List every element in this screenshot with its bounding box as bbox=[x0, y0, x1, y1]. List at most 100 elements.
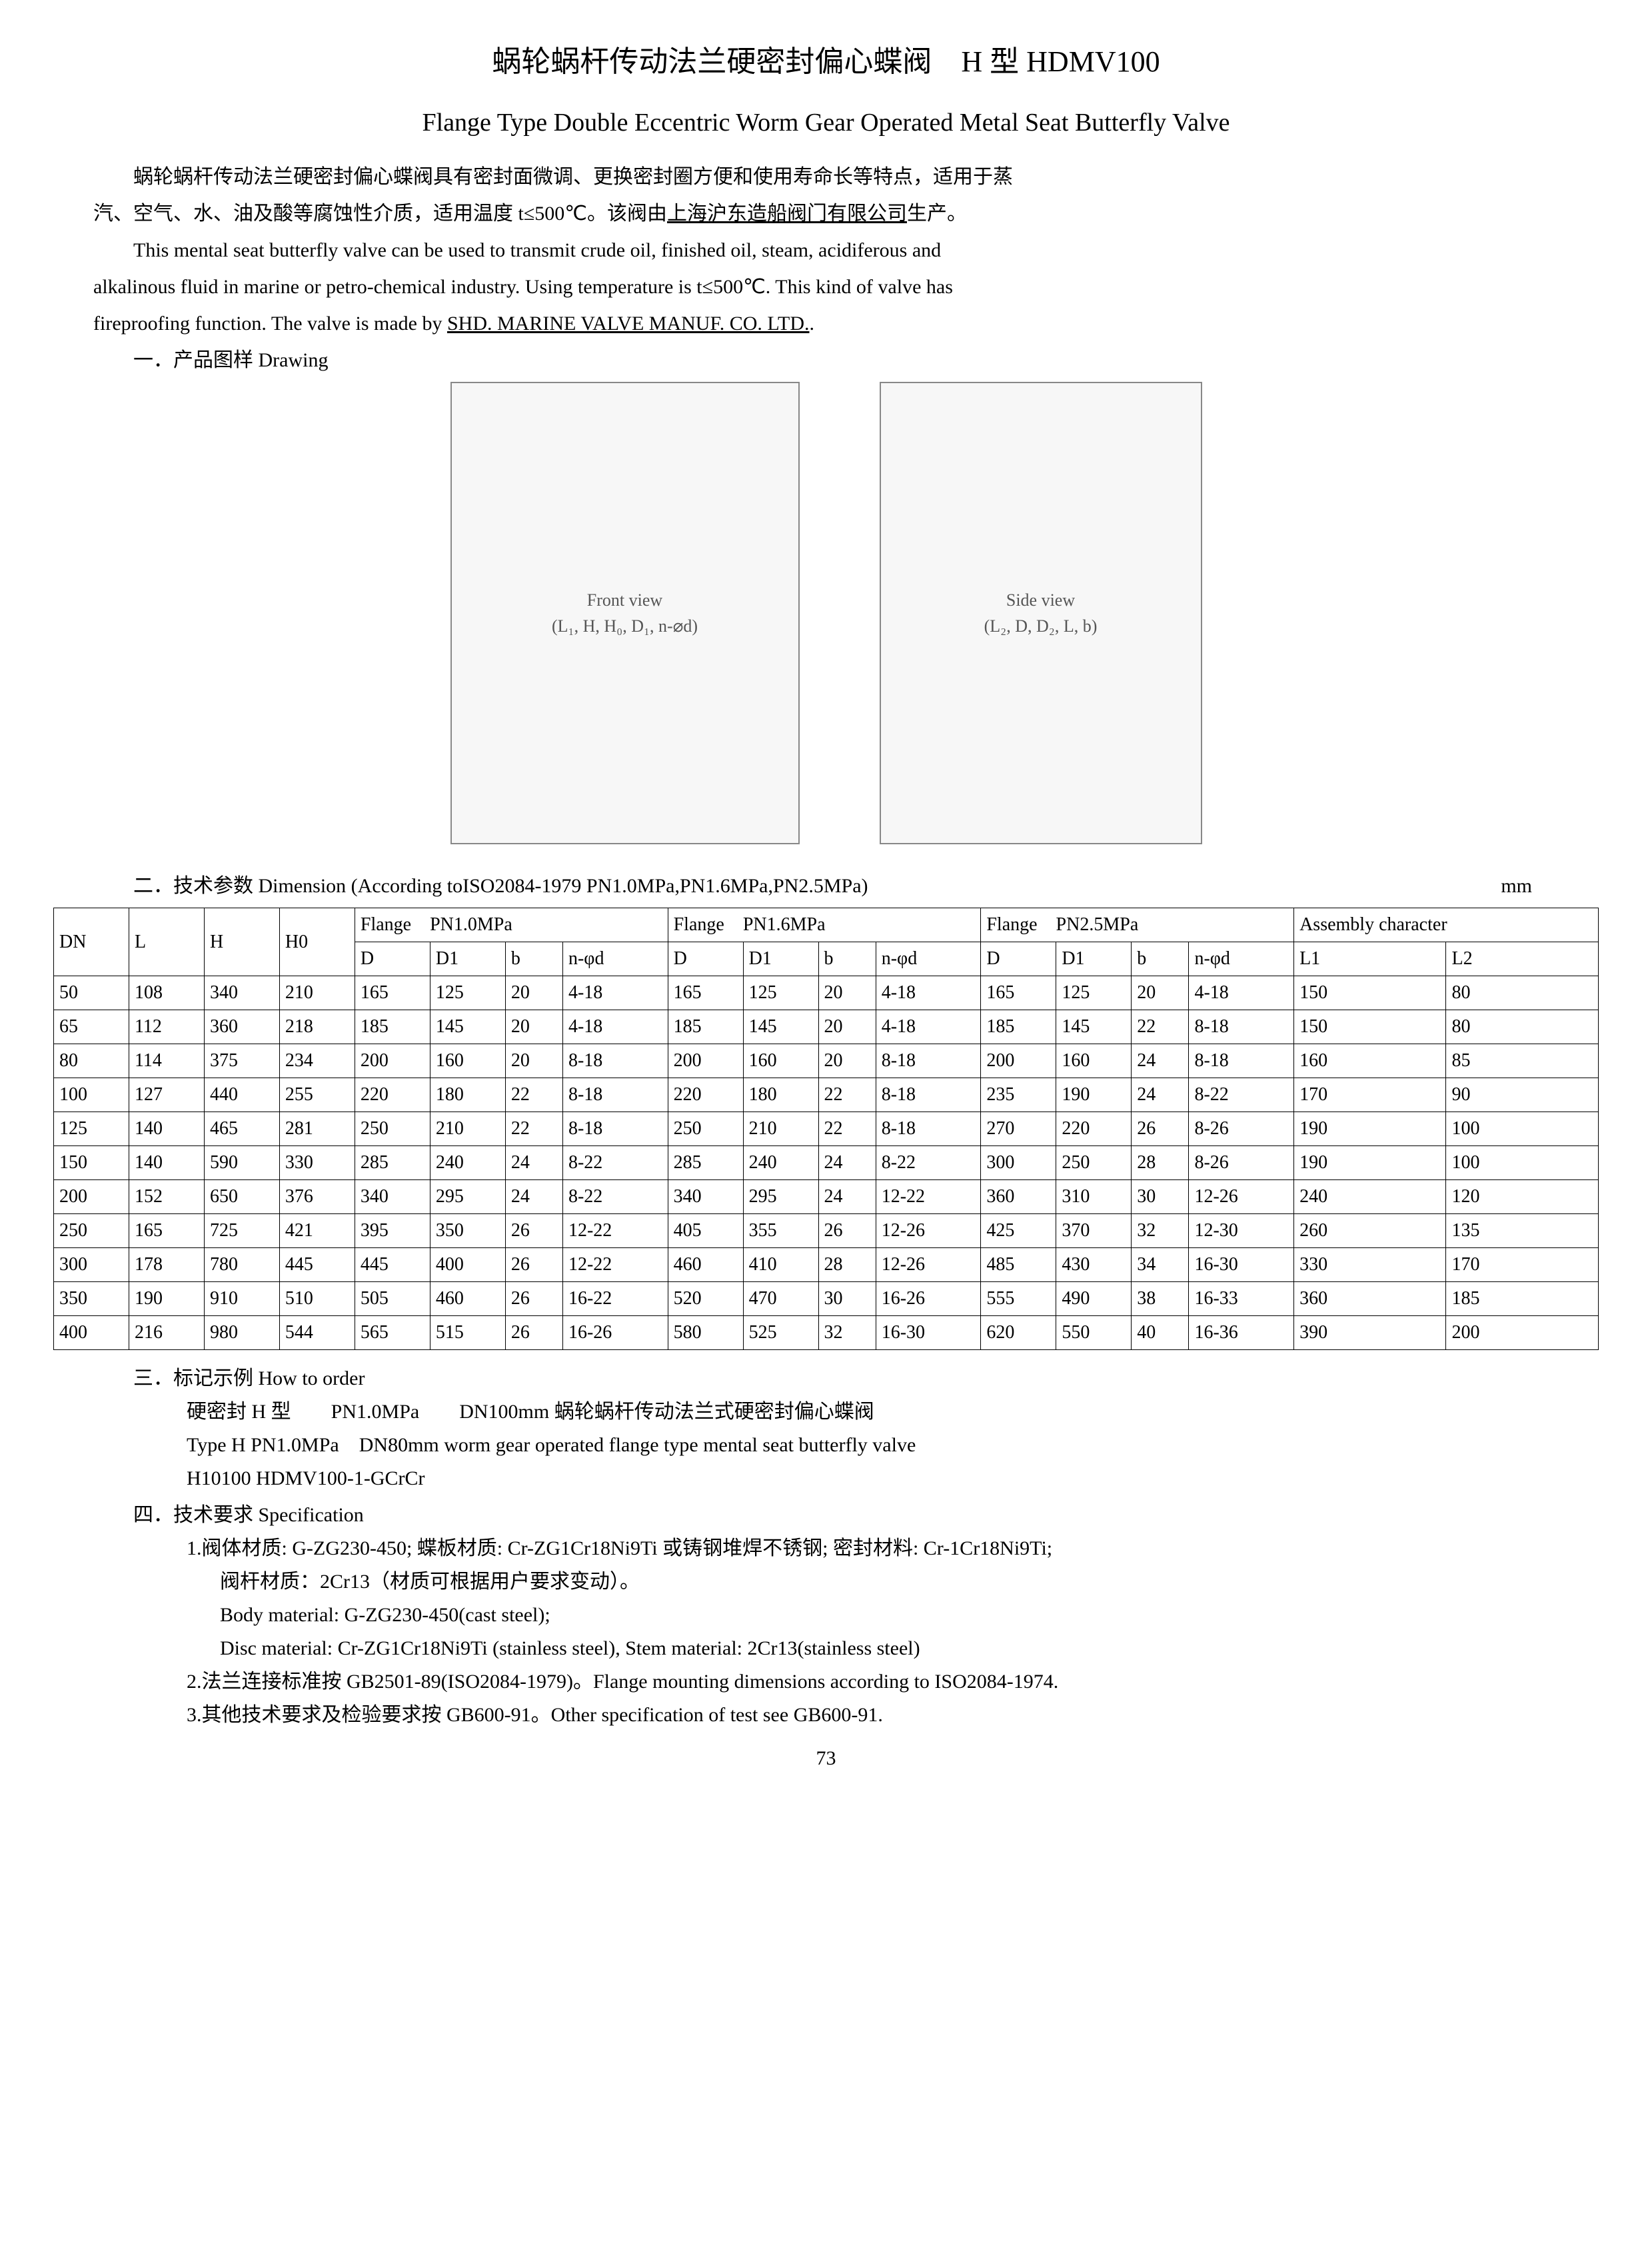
cell-r0-c15: 4-18 bbox=[1189, 976, 1294, 1010]
cell-r9-c7: 16-22 bbox=[562, 1282, 668, 1316]
cell-r5-c15: 8-26 bbox=[1189, 1146, 1294, 1180]
section2-label: 二．技术参数 Dimension (According toISO2084-19… bbox=[133, 871, 868, 901]
cell-r8-c6: 26 bbox=[505, 1248, 562, 1282]
cell-r2-c6: 20 bbox=[505, 1044, 562, 1078]
cell-r10-c10: 32 bbox=[818, 1316, 876, 1350]
cell-r10-c17: 200 bbox=[1446, 1316, 1599, 1350]
spec-2: 2.法兰连接标准按 GB2501-89(ISO2084-1979)。Flange… bbox=[187, 1667, 1599, 1697]
cell-r6-c0: 200 bbox=[54, 1180, 129, 1214]
cell-r8-c15: 16-30 bbox=[1189, 1248, 1294, 1282]
cell-r7-c10: 26 bbox=[818, 1214, 876, 1248]
cell-r5-c7: 8-22 bbox=[562, 1146, 668, 1180]
cell-r7-c15: 12-30 bbox=[1189, 1214, 1294, 1248]
cell-r9-c14: 38 bbox=[1132, 1282, 1189, 1316]
spec-1c: Body material: G-ZG230-450(cast steel); bbox=[220, 1600, 1599, 1630]
cell-r1-c9: 145 bbox=[743, 1010, 818, 1044]
cell-r1-c16: 150 bbox=[1294, 1010, 1446, 1044]
section3-label: 三．标记示例 How to order bbox=[133, 1363, 1599, 1393]
cell-r1-c12: 185 bbox=[981, 1010, 1056, 1044]
cell-r1-c0: 65 bbox=[54, 1010, 129, 1044]
cell-r10-c16: 390 bbox=[1294, 1316, 1446, 1350]
drawing-right-caption: Side view (L₂, D, D₂, L, b) bbox=[984, 587, 1098, 639]
cell-r0-c3: 210 bbox=[279, 976, 355, 1010]
cell-r9-c13: 490 bbox=[1056, 1282, 1132, 1316]
cell-r5-c1: 140 bbox=[129, 1146, 204, 1180]
table-row: 3501909105105054602616-225204703016-2655… bbox=[54, 1282, 1599, 1316]
cell-r6-c14: 30 bbox=[1132, 1180, 1189, 1214]
cell-r6-c8: 340 bbox=[668, 1180, 743, 1214]
cell-r7-c4: 395 bbox=[355, 1214, 430, 1248]
cell-r2-c8: 200 bbox=[668, 1044, 743, 1078]
col-assembly: Assembly character bbox=[1294, 908, 1599, 942]
cell-r4-c1: 140 bbox=[129, 1112, 204, 1146]
table-row: 200152650376340295248-223402952412-22360… bbox=[54, 1180, 1599, 1214]
col-flange-25: Flange PN2.5MPa bbox=[981, 908, 1294, 942]
cell-r10-c15: 16-36 bbox=[1189, 1316, 1294, 1350]
cell-r9-c11: 16-26 bbox=[876, 1282, 981, 1316]
cell-r8-c3: 445 bbox=[279, 1248, 355, 1282]
intro-en-line2: alkalinous fluid in marine or petro-chem… bbox=[93, 272, 1559, 302]
cell-r2-c7: 8-18 bbox=[562, 1044, 668, 1078]
cell-r4-c3: 281 bbox=[279, 1112, 355, 1146]
cell-r9-c4: 505 bbox=[355, 1282, 430, 1316]
table-row: 125140465281250210228-18250210228-182702… bbox=[54, 1112, 1599, 1146]
drawing-front-view: Front view (L₁, H, H₀, D₁, n-⌀d) bbox=[450, 382, 800, 844]
cell-r10-c1: 216 bbox=[129, 1316, 204, 1350]
cell-r4-c2: 465 bbox=[204, 1112, 279, 1146]
cell-r7-c9: 355 bbox=[743, 1214, 818, 1248]
cell-r6-c5: 295 bbox=[430, 1180, 505, 1214]
cell-r7-c11: 12-26 bbox=[876, 1214, 981, 1248]
cell-r1-c15: 8-18 bbox=[1189, 1010, 1294, 1044]
cell-r9-c3: 510 bbox=[279, 1282, 355, 1316]
cell-r4-c17: 100 bbox=[1446, 1112, 1599, 1146]
intro-cn-line2: 汽、空气、水、油及酸等腐蚀性介质，适用温度 t≤500℃。该阀由上海沪东造船阀门… bbox=[93, 199, 1559, 229]
cell-r5-c4: 285 bbox=[355, 1146, 430, 1180]
cell-r3-c0: 100 bbox=[54, 1078, 129, 1112]
cell-r5-c5: 240 bbox=[430, 1146, 505, 1180]
page-number: 73 bbox=[53, 1743, 1599, 1773]
table-row: 65112360218185145204-18185145204-1818514… bbox=[54, 1010, 1599, 1044]
cell-r9-c1: 190 bbox=[129, 1282, 204, 1316]
intro-en-3a: fireproofing function. The valve is made… bbox=[93, 313, 447, 335]
drawing-left-caption: Front view (L₁, H, H₀, D₁, n-⌀d) bbox=[552, 587, 698, 639]
cell-r10-c7: 16-26 bbox=[562, 1316, 668, 1350]
intro-en-3c: . bbox=[809, 313, 814, 335]
cell-r6-c2: 650 bbox=[204, 1180, 279, 1214]
col-h: H bbox=[204, 908, 279, 976]
title-chinese: 蜗轮蜗杆传动法兰硬密封偏心蝶阀 H 型 HDMV100 bbox=[53, 40, 1599, 84]
section4-label: 四．技术要求 Specification bbox=[133, 1500, 1599, 1530]
subcol-6: b bbox=[818, 942, 876, 976]
cell-r6-c7: 8-22 bbox=[562, 1180, 668, 1214]
cell-r2-c2: 375 bbox=[204, 1044, 279, 1078]
cell-r8-c0: 300 bbox=[54, 1248, 129, 1282]
section1-label: 一．产品图样 Drawing bbox=[133, 345, 1599, 375]
spec-1b: 阀杆材质：2Cr13（材质可根据用户要求变动）。 bbox=[220, 1567, 1599, 1597]
cell-r3-c15: 8-22 bbox=[1189, 1078, 1294, 1112]
cell-r4-c11: 8-18 bbox=[876, 1112, 981, 1146]
cell-r3-c13: 190 bbox=[1056, 1078, 1132, 1112]
cell-r4-c5: 210 bbox=[430, 1112, 505, 1146]
cell-r3-c2: 440 bbox=[204, 1078, 279, 1112]
cell-r3-c5: 180 bbox=[430, 1078, 505, 1112]
title-english: Flange Type Double Eccentric Worm Gear O… bbox=[53, 104, 1599, 142]
cell-r7-c6: 26 bbox=[505, 1214, 562, 1248]
cell-r0-c12: 165 bbox=[981, 976, 1056, 1010]
cell-r1-c17: 80 bbox=[1446, 1010, 1599, 1044]
cell-r8-c9: 410 bbox=[743, 1248, 818, 1282]
cell-r9-c0: 350 bbox=[54, 1282, 129, 1316]
cell-r3-c4: 220 bbox=[355, 1078, 430, 1112]
cell-r4-c13: 220 bbox=[1056, 1112, 1132, 1146]
intro-cn-line1: 蜗轮蜗杆传动法兰硬密封偏心蝶阀具有密封面微调、更换密封圈方便和使用寿命长等特点，… bbox=[93, 162, 1559, 192]
cell-r0-c9: 125 bbox=[743, 976, 818, 1010]
intro-cn-2a: 汽、空气、水、油及酸等腐蚀性介质，适用温度 t≤500℃。该阀由 bbox=[93, 203, 667, 225]
subcol-2: b bbox=[505, 942, 562, 976]
cell-r0-c5: 125 bbox=[430, 976, 505, 1010]
cell-r4-c8: 250 bbox=[668, 1112, 743, 1146]
cell-r1-c13: 145 bbox=[1056, 1010, 1132, 1044]
subcol-12: L1 bbox=[1294, 942, 1446, 976]
cell-r0-c1: 108 bbox=[129, 976, 204, 1010]
cell-r7-c1: 165 bbox=[129, 1214, 204, 1248]
cell-r6-c12: 360 bbox=[981, 1180, 1056, 1214]
cell-r10-c3: 544 bbox=[279, 1316, 355, 1350]
cell-r0-c16: 150 bbox=[1294, 976, 1446, 1010]
